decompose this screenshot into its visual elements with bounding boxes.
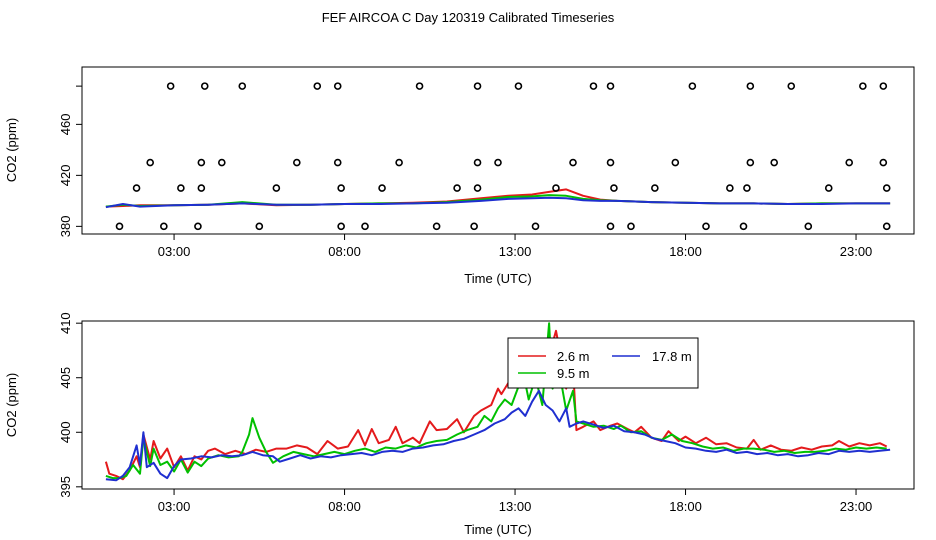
top-data-point bbox=[746, 82, 755, 90]
top-plot-frame bbox=[81, 66, 915, 235]
top-data-point bbox=[606, 82, 615, 90]
bottom-x-tick-label: 18:00 bbox=[669, 499, 702, 514]
bottom-y-tick-label: 400 bbox=[58, 421, 73, 443]
top-data-point bbox=[238, 82, 247, 90]
top-y-tick-label: 420 bbox=[58, 165, 73, 187]
top-data-point bbox=[552, 184, 560, 192]
top-data-point bbox=[882, 222, 891, 231]
top-data-point bbox=[160, 222, 168, 231]
bottom-series-green-line bbox=[105, 322, 887, 480]
top-data-point bbox=[726, 184, 734, 192]
top-data-point bbox=[859, 82, 867, 90]
legend-label-blue: 17.8 m bbox=[652, 349, 692, 364]
bottom-panel: Time (UTC) CO2 (ppm) 03:00 08:00 13:00 18:0… bbox=[4, 312, 915, 537]
top-data-point bbox=[739, 222, 748, 231]
bottom-x-tick-label: 03:00 bbox=[158, 499, 191, 514]
top-data-point bbox=[824, 184, 833, 192]
top-data-point bbox=[569, 158, 577, 167]
top-data-point bbox=[166, 82, 175, 90]
bottom-y-tick-label: 395 bbox=[58, 476, 73, 498]
top-data-point bbox=[606, 158, 615, 167]
top-x-tick-label: 23:00 bbox=[840, 244, 873, 259]
top-data-point bbox=[293, 158, 301, 167]
top-x-tick-label: 13:00 bbox=[499, 244, 532, 259]
bottom-x-tick-label: 08:00 bbox=[328, 499, 361, 514]
top-data-point bbox=[787, 82, 796, 90]
top-x-tick-label: 08:00 bbox=[328, 244, 361, 259]
top-data-point bbox=[337, 222, 345, 231]
top-panel: Time (UTC) CO2 (ppm) 03:00 08:00 13:00 18:0… bbox=[4, 66, 915, 286]
top-data-point bbox=[453, 184, 461, 192]
top-data-point bbox=[272, 184, 281, 192]
top-data-point bbox=[415, 82, 424, 90]
top-data-point bbox=[473, 158, 482, 167]
top-data-point bbox=[494, 158, 502, 167]
top-data-point bbox=[651, 184, 659, 192]
bottom-x-axis-label: Time (UTC) bbox=[464, 522, 531, 537]
top-data-point bbox=[688, 82, 697, 90]
top-y-axis-label: CO2 (ppm) bbox=[4, 118, 19, 182]
top-data-point bbox=[115, 222, 124, 231]
top-data-point bbox=[218, 158, 226, 167]
top-data-point bbox=[845, 158, 854, 167]
top-series-blue-line bbox=[105, 196, 891, 209]
top-data-point bbox=[879, 82, 888, 90]
bottom-y-tick-label: 410 bbox=[58, 312, 73, 334]
top-data-point bbox=[200, 82, 209, 90]
top-x-tick-label: 03:00 bbox=[158, 244, 191, 259]
top-data-point bbox=[746, 158, 755, 167]
top-data-point bbox=[313, 82, 322, 90]
bottom-plot-frame bbox=[81, 320, 915, 490]
top-y-tick-label: 380 bbox=[58, 215, 73, 237]
top-data-point bbox=[702, 222, 710, 231]
top-data-point bbox=[514, 82, 523, 90]
top-data-point bbox=[743, 184, 751, 192]
bottom-x-tick-label: 23:00 bbox=[840, 499, 873, 514]
top-data-point bbox=[395, 158, 403, 167]
chart-title: FEF AIRCOA C Day 120319 Calibrated Times… bbox=[322, 10, 615, 25]
top-data-point bbox=[255, 222, 264, 231]
top-data-point bbox=[606, 222, 615, 231]
top-data-point bbox=[132, 184, 141, 192]
top-data-point bbox=[361, 222, 369, 231]
top-data-point bbox=[194, 222, 202, 231]
bottom-series-blue-line bbox=[105, 389, 891, 482]
top-data-point bbox=[473, 82, 482, 90]
top-x-axis-label: Time (UTC) bbox=[464, 271, 531, 286]
top-data-point bbox=[770, 158, 778, 167]
top-data-point bbox=[804, 222, 813, 231]
top-data-point bbox=[531, 222, 540, 231]
top-data-point bbox=[879, 158, 888, 167]
top-data-point bbox=[432, 222, 441, 231]
top-data-point bbox=[470, 222, 478, 231]
top-data-point bbox=[882, 184, 891, 192]
top-data-point bbox=[197, 184, 206, 192]
top-data-point bbox=[333, 82, 342, 90]
legend: 2.6 m 9.5 m 17.8 m bbox=[507, 337, 699, 389]
bottom-x-tick-label: 13:00 bbox=[499, 499, 532, 514]
top-x-tick-label: 18:00 bbox=[669, 244, 702, 259]
legend-label-red: 2.6 m bbox=[557, 349, 590, 364]
top-data-point bbox=[146, 158, 154, 167]
legend-label-green: 9.5 m bbox=[557, 366, 590, 381]
top-data-point bbox=[473, 184, 482, 192]
bottom-y-axis-label: CO2 (ppm) bbox=[4, 373, 19, 437]
top-data-point bbox=[333, 158, 342, 167]
top-data-point bbox=[671, 158, 680, 167]
top-y-tick-label: 460 bbox=[58, 114, 73, 136]
top-data-point bbox=[177, 184, 185, 192]
top-data-point bbox=[589, 82, 598, 90]
bottom-y-tick-label: 405 bbox=[58, 367, 73, 389]
top-data-point bbox=[627, 222, 635, 231]
top-data-point bbox=[337, 184, 345, 192]
top-data-point bbox=[197, 158, 206, 167]
top-marks: 03:00 08:00 13:00 18:00 23:00 380 420 460 bbox=[58, 82, 891, 259]
top-data-point bbox=[378, 184, 386, 192]
legend-box bbox=[507, 337, 699, 389]
bottom-marks: 03:00 08:00 13:00 18:00 23:00 395 400 405 410 bbox=[58, 312, 891, 514]
top-data-point bbox=[610, 184, 618, 192]
